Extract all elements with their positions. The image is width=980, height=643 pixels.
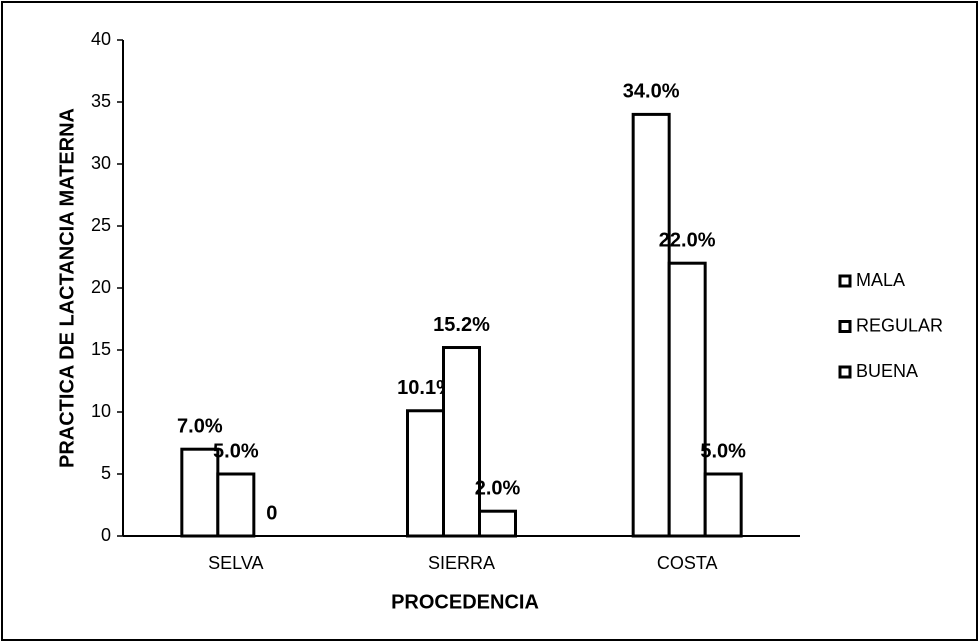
bar	[703, 472, 743, 538]
legend-label: MALA	[856, 270, 905, 290]
y-tick-label: 20	[91, 277, 111, 297]
value-label: 10.1%	[397, 377, 454, 399]
value-label: 34.0%	[623, 81, 680, 103]
value-label: 5.0%	[213, 440, 259, 462]
x-tick-label: SELVA	[208, 553, 263, 573]
bar	[406, 409, 445, 538]
y-tick-label: 40	[91, 29, 111, 49]
bar	[442, 346, 481, 538]
y-tick-label: 0	[101, 525, 111, 545]
y-tick-label: 30	[91, 153, 111, 173]
value-label: 7.0%	[177, 415, 223, 437]
y-tick-label: 35	[91, 91, 111, 111]
value-label: 2.0%	[475, 477, 521, 499]
legend-label: REGULAR	[856, 315, 943, 335]
bar	[667, 261, 707, 538]
legend-label: BUENA	[856, 361, 918, 381]
y-tick-label: 10	[91, 401, 111, 421]
value-label: 22.0%	[659, 229, 716, 251]
y-tick-label: 15	[91, 339, 111, 359]
value-label: 5.0%	[700, 440, 746, 462]
y-tick-label: 5	[101, 463, 111, 483]
legend-marker	[838, 365, 852, 379]
value-label: 15.2%	[433, 314, 490, 336]
value-label: 0	[266, 502, 277, 524]
bar	[631, 112, 671, 538]
legend-marker	[838, 320, 852, 333]
x-axis-title: PROCEDENCIA	[391, 591, 539, 613]
legend-marker	[838, 274, 852, 288]
bar	[216, 472, 256, 538]
bar	[478, 509, 517, 538]
x-tick-label: COSTA	[657, 553, 718, 573]
y-axis-title: PRACTICA DE LACTANCIA MATERNA	[56, 108, 78, 468]
x-tick-label: SIERRA	[428, 553, 495, 573]
y-tick-label: 25	[91, 215, 111, 235]
